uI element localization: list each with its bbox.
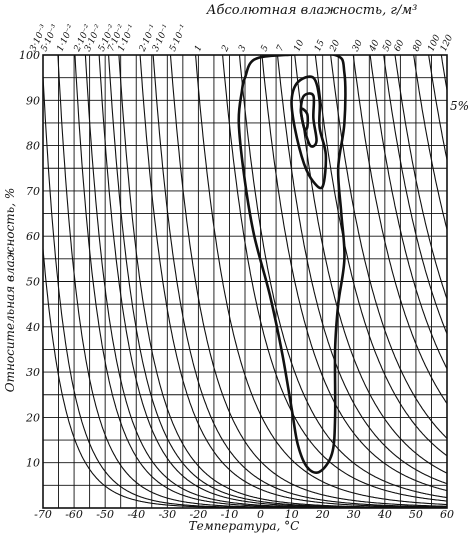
y-tick-label: 80 (26, 140, 40, 153)
contour-label: 5% (450, 99, 469, 113)
absolute-humidity-curve (98, 55, 447, 508)
contours (237, 55, 347, 474)
x-tick-label: 20 (315, 508, 330, 521)
y-tick-label: 60 (26, 230, 40, 243)
x-tick-label: -30 (158, 508, 176, 521)
y-tick-label: 50 (26, 276, 40, 289)
x-tick-label: -40 (127, 508, 145, 521)
absolute-humidity-label: 30 (351, 38, 365, 53)
x-tick-label: -60 (65, 508, 83, 521)
absolute-humidity-labels: 3·10⁻³5·10⁻³1·10⁻²2·10⁻²3·10⁻²5·10⁻²7·10… (28, 23, 455, 54)
absolute-humidity-curve (428, 55, 447, 163)
y-tick-label: 90 (26, 94, 40, 107)
absolute-humidity-label: 40 (367, 38, 381, 54)
absolute-humidity-label: 3 (237, 44, 249, 54)
contour-core (299, 107, 310, 131)
absolute-humidity-curve (314, 55, 447, 457)
absolute-humidity-curve (261, 55, 447, 492)
x-tick-label: 0 (257, 508, 264, 521)
x-tick-label: -70 (34, 508, 52, 521)
x-tick-label: -20 (190, 508, 208, 521)
absolute-humidity-curve (222, 55, 447, 502)
absolute-humidity-curve (413, 55, 447, 232)
absolute-humidity-curve (352, 55, 447, 405)
absolute-humidity-curve (195, 55, 447, 506)
y-tick-label: 70 (26, 185, 40, 198)
absolute-humidity-label: 50 (381, 38, 395, 53)
x-tick-label: -50 (96, 508, 114, 521)
absolute-humidity-curve (43, 242, 447, 508)
absolute-humidity-curve (276, 55, 447, 485)
x-tick-label: -10 (221, 508, 239, 521)
y-tick-label: 100 (19, 49, 40, 62)
absolute-humidity-curve (108, 55, 447, 508)
absolute-humidity-label: 2 (220, 44, 232, 55)
absolute-humidity-curve (169, 55, 447, 507)
contour-middle (290, 75, 328, 190)
absolute-humidity-curve (440, 55, 447, 94)
absolute-humidity-label: 60 (393, 38, 407, 53)
x-axis-label: Температура, °C (189, 519, 300, 533)
absolute-humidity-label: 80 (411, 38, 425, 53)
absolute-humidity-curve (394, 55, 447, 301)
absolute-humidity-curves (43, 55, 447, 508)
y-tick-label: 40 (25, 321, 40, 334)
y-tick-label: 30 (26, 366, 40, 379)
absolute-humidity-curve (294, 55, 447, 474)
absolute-humidity-curve (383, 55, 447, 336)
absolute-humidity-label: 10 (292, 38, 306, 53)
absolute-humidity-label: 20 (328, 38, 342, 54)
y-axis-label: Относительная влажность, % (3, 188, 17, 392)
absolute-humidity-curve (330, 55, 447, 440)
plot-frame (42, 54, 448, 509)
absolute-humidity-label: 7 (275, 44, 287, 54)
absolute-humidity-curve (238, 55, 447, 499)
x-tick-label: 10 (285, 508, 299, 521)
y-tick-label: 10 (26, 457, 40, 470)
x-tick-label: 50 (409, 508, 423, 521)
x-tick-label: 60 (440, 508, 454, 521)
x-tick-labels: -70 -60 -50 -40 -30 -20 -10 0 10 20 30 40 50 60 (34, 508, 454, 521)
x-tick-label: 30 (347, 508, 361, 521)
x-tick-label: 40 (377, 508, 392, 521)
absolute-humidity-label: 5 (260, 44, 272, 54)
y-tick-label: 20 (25, 411, 40, 424)
absolute-humidity-label: 120 (439, 33, 455, 53)
chart-title: Абсолютная влажность, г/м³ (206, 3, 418, 18)
y-tick-labels: 10 20 30 40 50 60 70 80 90 100 (19, 49, 40, 470)
absolute-humidity-curve (152, 55, 447, 508)
absolute-humidity-curve (43, 66, 447, 508)
absolute-humidity-label: 1 (193, 44, 204, 53)
contour-outer (237, 55, 347, 474)
absolute-humidity-label: 15 (313, 38, 327, 53)
absolute-humidity-curve (139, 55, 447, 508)
